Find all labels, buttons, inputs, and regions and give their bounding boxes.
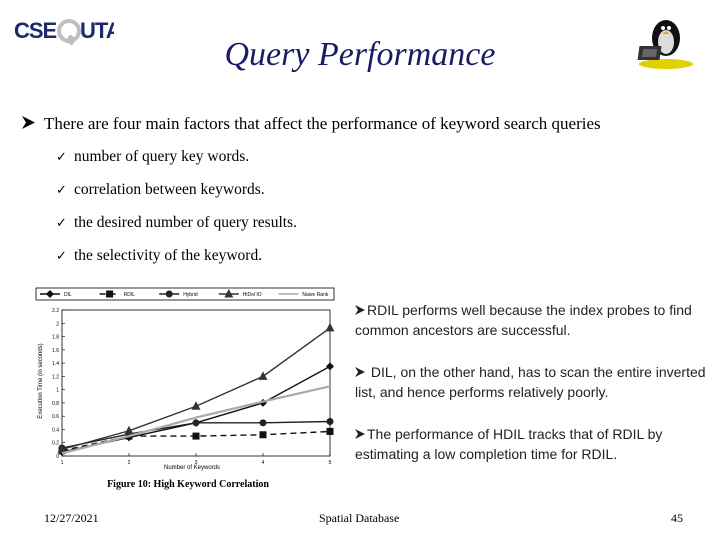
data-point-circle bbox=[259, 419, 267, 427]
y-tick-label: 2 bbox=[56, 321, 59, 327]
data-point-square bbox=[326, 427, 334, 435]
y-tick-label: 1 bbox=[56, 388, 59, 394]
data-point-triangle bbox=[325, 322, 335, 332]
x-axis-label: Number of Keywords bbox=[164, 465, 220, 471]
y-tick-label: 2.2 bbox=[52, 308, 59, 314]
legend-label: RDIL bbox=[124, 292, 136, 298]
data-point-circle bbox=[165, 290, 173, 298]
chart-svg: DIL RDIL Hybrid HiDol IO Naive Rank 00.20.40… bbox=[32, 284, 338, 492]
data-point-circle bbox=[192, 419, 200, 427]
data-point-triangle bbox=[224, 289, 234, 298]
series-naive-rank bbox=[61, 385, 331, 455]
y-axis-label: Execution Time (in seconds) bbox=[38, 343, 44, 418]
y-tick-label: 0.8 bbox=[52, 401, 59, 407]
factor-list: ✓ number of query key words. ✓ correlation… bbox=[56, 148, 297, 280]
y-tick-label: 0 bbox=[56, 454, 59, 460]
x-tick-label: 3 bbox=[195, 460, 198, 466]
data-point-triangle bbox=[191, 401, 201, 410]
main-bullet-text: There are four main factors that affect … bbox=[44, 114, 601, 133]
footer-date: 12/27/2021 bbox=[44, 511, 99, 525]
list-item: ✓ correlation between keywords. bbox=[56, 181, 265, 198]
data-point-square bbox=[106, 290, 114, 298]
chart-legend: DIL RDIL Hybrid HiDol IO Naive Rank bbox=[35, 287, 335, 301]
checkmark-icon: ✓ bbox=[56, 183, 67, 198]
data-point-diamond bbox=[46, 290, 54, 298]
main-bullet: There are four main factors that affect … bbox=[22, 114, 601, 134]
arrow-bullet-icon bbox=[355, 300, 365, 320]
list-item: ✓ number of query key words. bbox=[56, 148, 250, 165]
series-line bbox=[61, 385, 331, 455]
y-tick-label: 1.8 bbox=[52, 335, 59, 341]
dil-point: DIL, on the other hand, has to scan the … bbox=[355, 362, 706, 400]
y-tick-label: 0.4 bbox=[52, 427, 59, 433]
y-tick-label: 1.4 bbox=[52, 361, 59, 367]
data-point-circle bbox=[326, 417, 334, 425]
svg-text:CSE: CSE bbox=[14, 18, 57, 43]
chart-axes: 0 0.2 0.4 0.6 0.8 1 1.2 1.4 1.6 1.8 2 2.2 1 2 3 4 5 bbox=[52, 308, 332, 466]
chart-background bbox=[32, 284, 338, 492]
data-point-square bbox=[192, 432, 200, 440]
data-point-triangle bbox=[124, 425, 134, 435]
series-hidol-io bbox=[57, 322, 335, 453]
x-tick-label: 5 bbox=[329, 460, 332, 466]
arrow-bullet-icon bbox=[355, 362, 365, 382]
page-number: 45 bbox=[671, 511, 683, 525]
hdil-point: The performance of HDIL tracks that of R… bbox=[355, 424, 663, 462]
legend-label: HiDol IO bbox=[243, 292, 262, 298]
chart-series bbox=[57, 322, 335, 457]
legend-label: Hybrid bbox=[183, 292, 198, 298]
chart-title: Figure 10: High Keyword Correlation bbox=[107, 479, 269, 490]
checkmark-icon: ✓ bbox=[56, 216, 67, 231]
checkmark-icon: ✓ bbox=[56, 150, 67, 165]
list-item: ✓ the desired number of query results. bbox=[56, 214, 297, 231]
data-point-triangle bbox=[57, 444, 67, 453]
data-point-square bbox=[259, 431, 267, 439]
y-tick-label: 0.2 bbox=[52, 441, 59, 447]
keyword-correlation-chart: DIL RDIL Hybrid HiDol IO Naive Rank 0 0.2 0.4 0… bbox=[32, 284, 338, 492]
data-point-diamond bbox=[326, 362, 334, 371]
footer-title: Spatial Database bbox=[319, 511, 400, 525]
rdil-point: RDIL performs well because the index pro… bbox=[355, 300, 692, 338]
checkmark-icon: ✓ bbox=[56, 249, 67, 264]
arrow-bullet-icon bbox=[22, 114, 36, 134]
list-item: ✓ the selectivity of the keyword. bbox=[56, 247, 263, 264]
x-tick-label: 2 bbox=[128, 460, 131, 466]
legend-label: Naive Rank bbox=[302, 292, 328, 298]
y-tick-label: 0.6 bbox=[52, 414, 59, 420]
data-point-triangle bbox=[258, 371, 268, 380]
y-tick-label: 1.6 bbox=[52, 348, 59, 354]
x-tick-label: 4 bbox=[262, 460, 265, 466]
slide-title: Query Performance bbox=[224, 36, 496, 73]
legend-label: DIL bbox=[64, 292, 72, 298]
arrow-bullet-icon bbox=[355, 424, 365, 444]
y-tick-label: 1.2 bbox=[52, 374, 59, 380]
penguin-laptop-icon bbox=[636, 14, 696, 70]
x-tick-label: 1 bbox=[61, 460, 64, 466]
